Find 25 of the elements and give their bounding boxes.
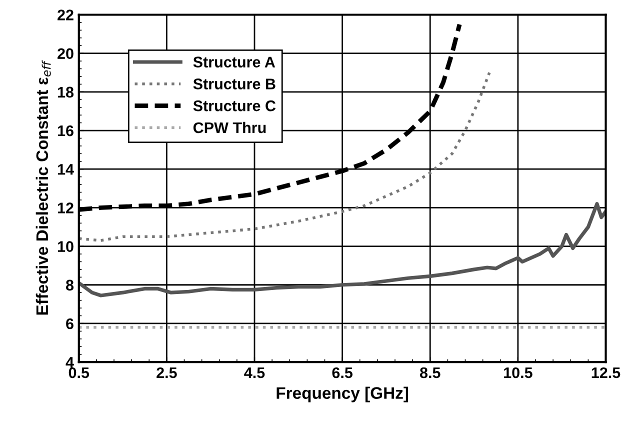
y-tick-label: 16 <box>58 125 74 136</box>
y-tick-label: 6 <box>66 318 74 330</box>
legend-label: Structure B <box>193 78 276 90</box>
legend-label: Structure C <box>193 100 276 112</box>
x-tick-label: 6.5 <box>332 367 353 378</box>
y-tick-label: 20 <box>58 48 74 60</box>
y-tick-label: 14 <box>58 164 74 175</box>
x-tick-label: 4.5 <box>244 367 265 378</box>
line-series <box>78 71 491 242</box>
x-tick-label: 0.5 <box>68 367 90 378</box>
x-tick-label: 12.5 <box>592 367 620 378</box>
y-tick-label: 22 <box>58 10 74 20</box>
y-tick-label: 8 <box>66 280 74 291</box>
y-tick-label: 10 <box>58 241 74 252</box>
x-tick-label: 10.5 <box>504 367 532 378</box>
y-axis-title: Effective Dielectric Constant ε$_{eff}$ <box>36 60 51 315</box>
x-axis-title: Frequency [GHz] <box>276 386 408 402</box>
x-tick-label: 8.5 <box>420 367 440 378</box>
y-tick-label: 12 <box>58 202 74 214</box>
legend-label: CPW Thru <box>193 122 266 134</box>
line-series <box>78 202 606 298</box>
legend-label: Structure A <box>193 56 276 68</box>
y-tick-label: 4 <box>66 357 74 368</box>
x-tick-label: 2.5 <box>156 367 177 378</box>
y-tick-label: 18 <box>58 86 74 98</box>
